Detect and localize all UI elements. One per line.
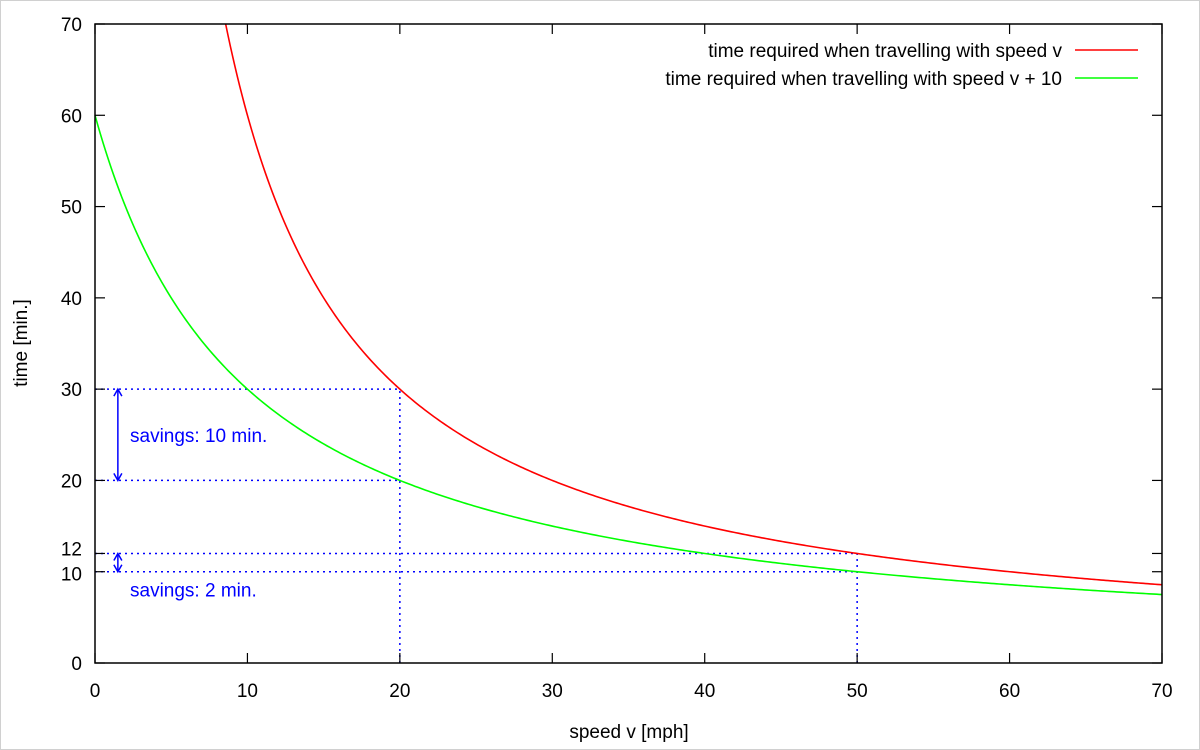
- savings-label-1: savings: 10 min.: [130, 426, 267, 447]
- x-tick-label: 60: [999, 681, 1020, 702]
- y-axis-title: time [min.]: [11, 299, 32, 387]
- series-lines: [94, 23, 1163, 596]
- y-tick-label: 10: [61, 565, 82, 586]
- x-tick-label: 20: [389, 681, 410, 702]
- annotations: savings: 10 min. savings: 2 min.: [113, 387, 267, 602]
- savings-label-2: savings: 2 min.: [130, 581, 257, 602]
- x-tick-label: 0: [90, 681, 101, 702]
- y-tick-label: 30: [61, 380, 82, 401]
- y-tick-label: 12: [61, 539, 82, 560]
- savings-arrowhead-down-1: [113, 473, 123, 482]
- series-line-2: [94, 115, 1163, 596]
- savings-arrowhead-down-2: [113, 564, 123, 574]
- x-tick-label: 50: [847, 681, 868, 702]
- y-tick-label: 60: [61, 106, 82, 127]
- y-tick-label: 0: [71, 654, 82, 675]
- legend-label-2: time required when travelling with speed…: [665, 69, 1062, 90]
- series-line-1: [224, 23, 1163, 586]
- axis-ticks: 0 10 20 30 40 50 60 70 0 10 12 20 30 40 50 60 70: [61, 15, 1173, 702]
- legend: time required when travelling with speed…: [665, 41, 1138, 90]
- x-tick-label: 70: [1151, 681, 1172, 702]
- y-tick-label: 50: [61, 198, 82, 219]
- savings-arrowhead-up-2: [113, 551, 123, 561]
- y-tick-label: 40: [61, 289, 82, 310]
- plot-frame: [94, 23, 1163, 664]
- savings-arrowhead-up-1: [113, 387, 123, 397]
- x-tick-label: 30: [542, 681, 563, 702]
- x-tick-label: 40: [694, 681, 715, 702]
- plot-area-border: [94, 23, 1163, 664]
- x-tick-label: 10: [237, 681, 258, 702]
- y-tick-label: 70: [61, 15, 82, 36]
- y-tick-label: 20: [61, 471, 82, 492]
- legend-label-1: time required when travelling with speed…: [708, 41, 1062, 62]
- x-axis-title: speed v [mph]: [569, 722, 688, 743]
